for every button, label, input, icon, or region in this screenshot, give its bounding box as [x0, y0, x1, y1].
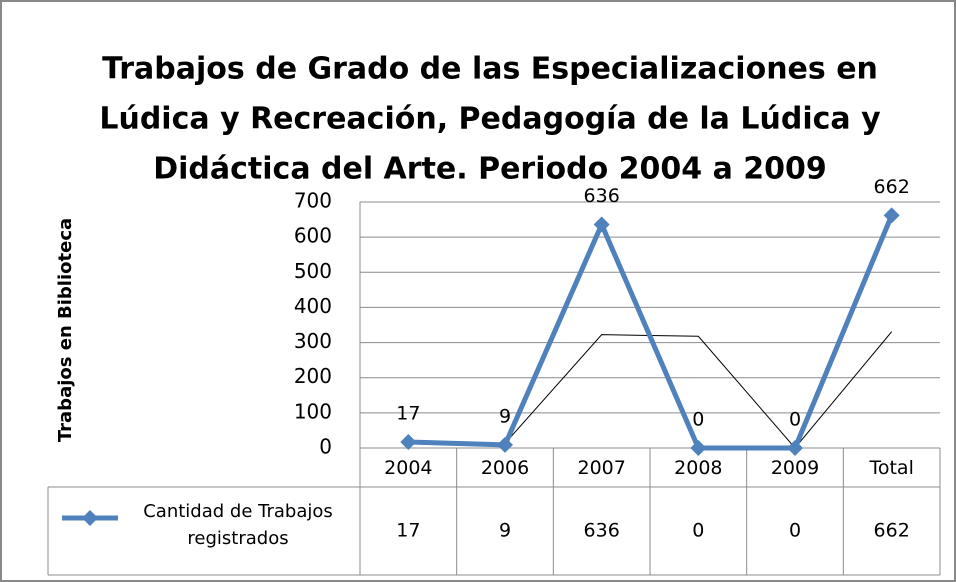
legend-label: Cantidad de Trabajos registrados — [143, 501, 333, 549]
data-label: 0 — [789, 409, 801, 431]
chart-title: Trabajos de Grado de las Especializacion… — [102, 52, 878, 87]
data-label: 9 — [499, 405, 511, 427]
marker — [690, 440, 707, 456]
y-tick-label: 0 — [319, 435, 332, 459]
y-axis-label: Trabajos en Biblioteca — [55, 218, 76, 442]
data-label: 17 — [396, 403, 420, 425]
x-tick-label: 2004 — [384, 457, 432, 479]
chart-title: Lúdica y Recreación, Pedagogía de la Lúd… — [99, 102, 881, 137]
legend-marker — [82, 510, 98, 526]
y-tick-label: 100 — [294, 399, 332, 423]
table-value: 9 — [499, 520, 511, 542]
y-tick-label: 600 — [294, 224, 332, 248]
table-value: 17 — [396, 520, 420, 542]
trendline — [504, 331, 893, 449]
x-tick-label: 2007 — [577, 457, 625, 479]
marker — [593, 216, 610, 233]
data-label: 636 — [584, 185, 620, 207]
x-tick-label: 2006 — [481, 457, 529, 479]
marker — [787, 440, 803, 456]
chart-title: Didáctica del Arte. Periodo 2004 a 2009 — [153, 152, 827, 187]
y-tick-label: 300 — [294, 329, 332, 353]
y-tick-label: 700 — [294, 189, 332, 213]
table-value: 0 — [692, 520, 704, 542]
x-tick-label: 2008 — [674, 457, 722, 479]
table-value: 636 — [584, 520, 620, 542]
x-tick-label: Total — [868, 457, 913, 479]
data-label: 0 — [692, 409, 704, 431]
marker — [497, 436, 513, 453]
data-label: 662 — [874, 176, 910, 198]
x-tick-label: 2009 — [771, 457, 819, 479]
y-tick-label: 500 — [294, 259, 332, 283]
y-tick-label: 200 — [294, 364, 332, 388]
table-value: 0 — [789, 520, 801, 542]
series-line — [408, 214, 894, 451]
marker — [883, 207, 900, 224]
y-tick-label: 400 — [294, 294, 332, 318]
marker — [400, 434, 417, 451]
table-value: 662 — [874, 520, 910, 542]
